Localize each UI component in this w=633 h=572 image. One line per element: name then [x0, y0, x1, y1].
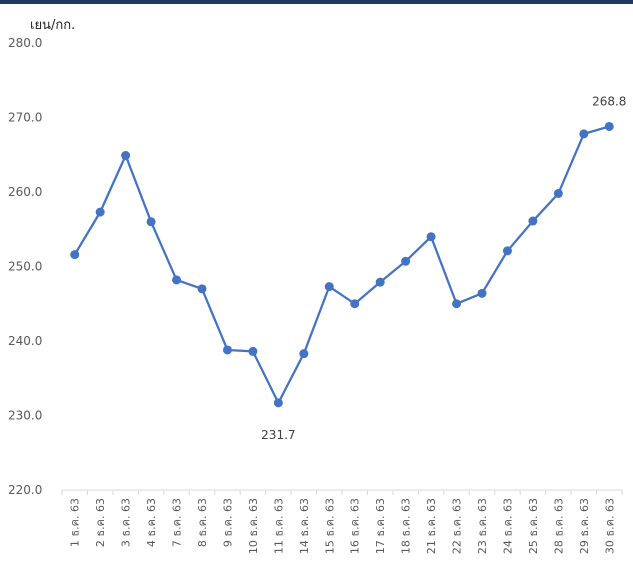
data-point — [502, 246, 512, 256]
x-tick-label: 8 ธ.ค. 63 — [196, 498, 209, 547]
x-tick-label: 22 ธ.ค. 63 — [451, 498, 464, 554]
data-point — [95, 207, 105, 217]
y-tick-label: 280.0 — [8, 36, 42, 50]
x-tick-label: 21 ธ.ค. 63 — [425, 498, 438, 554]
data-point — [604, 121, 614, 131]
data-point — [579, 129, 589, 139]
x-tick-label: 1 ธ.ค. 63 — [69, 498, 82, 547]
x-tick-label: 9 ธ.ค. 63 — [221, 498, 234, 547]
y-tick-label: 230.0 — [8, 409, 42, 423]
x-tick-label: 14 ธ.ค. 63 — [298, 498, 311, 554]
data-point — [401, 256, 411, 266]
y-tick-label: 260.0 — [8, 185, 42, 199]
data-point — [121, 150, 131, 160]
x-tick-label: 29 ธ.ค. 63 — [578, 498, 591, 554]
x-tick-label: 10 ธ.ค. 63 — [247, 498, 260, 554]
data-point — [553, 188, 563, 198]
data-point — [172, 275, 182, 285]
y-axis: 220.0 230.0 240.0 250.0 260.0 270.0 280.0 — [8, 36, 42, 497]
data-point — [299, 349, 309, 359]
x-tick-label: 16 ธ.ค. 63 — [349, 498, 362, 554]
x-tick-label: 23 ธ.ค. 63 — [476, 498, 489, 554]
series-line — [73, 125, 610, 404]
x-tick-label: 25 ธ.ค. 63 — [527, 498, 540, 554]
x-tick-label: 11 ธ.ค. 63 — [272, 498, 285, 554]
y-tick-label: 250.0 — [8, 260, 42, 274]
x-tick-label: 3 ธ.ค. 63 — [120, 498, 133, 547]
y-axis-unit-label: เยน/กก. — [30, 18, 75, 33]
x-tick-label: 4 ธ.ค. 63 — [145, 498, 158, 547]
data-point — [70, 250, 80, 260]
data-point — [248, 346, 258, 356]
data-point — [222, 345, 232, 355]
x-tick-label: 17 ธ.ค. 63 — [374, 498, 387, 554]
data-point — [426, 232, 436, 242]
x-tick-label: 24 ธ.ค. 63 — [501, 498, 514, 554]
data-point — [273, 398, 283, 408]
data-point — [375, 277, 385, 287]
data-point — [452, 299, 462, 309]
data-labels: 231.7 268.8 — [261, 94, 626, 441]
y-tick-label: 270.0 — [8, 111, 42, 125]
x-tick-label: 7 ธ.ค. 63 — [171, 498, 184, 547]
top-border — [0, 0, 633, 4]
x-tick-label: 28 ธ.ค. 63 — [552, 498, 565, 554]
data-point — [197, 284, 207, 294]
x-tick-label: 30 ธ.ค. 63 — [603, 498, 616, 554]
data-label: 231.7 — [261, 428, 295, 442]
x-tick-label: 2 ธ.ค. 63 — [94, 498, 107, 547]
x-tick-label: 18 ธ.ค. 63 — [400, 498, 413, 554]
data-point — [350, 299, 360, 309]
y-tick-label: 240.0 — [8, 334, 42, 348]
x-tick-label: 15 ธ.ค. 63 — [323, 498, 336, 554]
x-axis: 1 ธ.ค. 63 2 ธ.ค. 63 3 ธ.ค. 63 4 ธ.ค. 63 7 ธ.… — [61, 489, 623, 554]
data-point — [146, 217, 156, 227]
data-point — [528, 216, 538, 226]
y-tick-label: 220.0 — [8, 483, 42, 497]
data-label: 268.8 — [592, 94, 626, 108]
data-point — [477, 288, 487, 298]
series-group — [70, 121, 614, 408]
data-point — [324, 282, 334, 292]
